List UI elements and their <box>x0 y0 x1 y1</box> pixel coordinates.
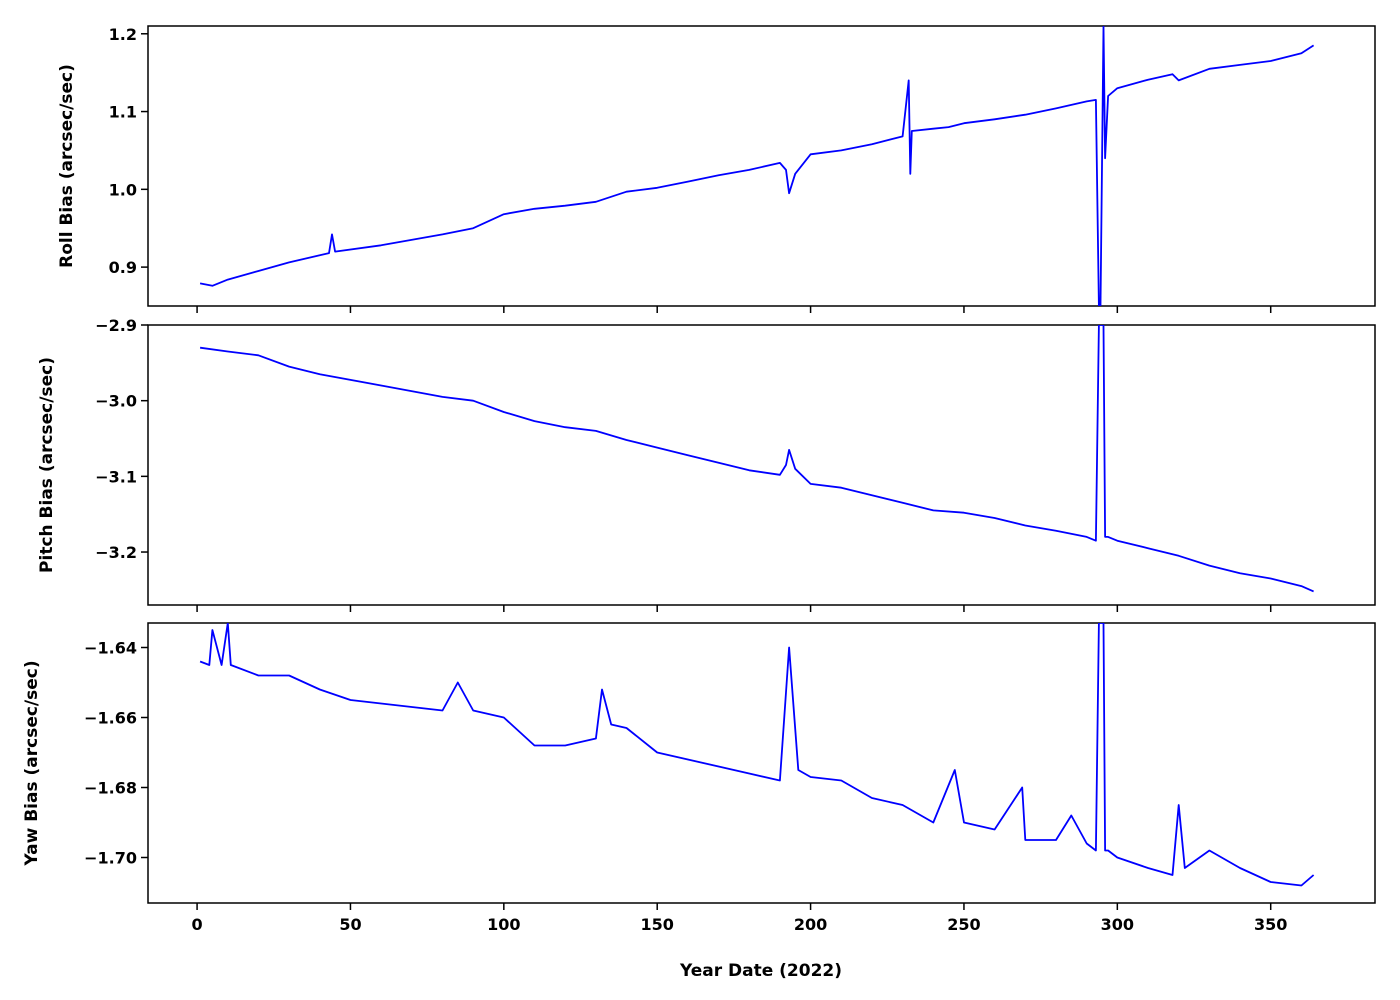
pitch-bias-x-ticks <box>196 605 1272 612</box>
x-tick-label: 150 <box>641 915 674 934</box>
pitch-bias-series-line <box>199 325 1314 593</box>
roll-bias-y-tick-label: 1.2 <box>109 25 137 44</box>
yaw-bias-y-axis-label: Yaw Bias (arcsec/sec) <box>22 660 42 866</box>
roll-bias-y-tick-label: 0.9 <box>109 258 137 277</box>
yaw-bias-series-line <box>199 623 1315 887</box>
roll-bias-x-ticks <box>196 306 1272 313</box>
x-tick-label: 50 <box>339 915 361 934</box>
roll-bias-panel: Roll Bias (arcsec/sec) 0.9 1.0 1.1 1.2 <box>57 25 1376 313</box>
yaw-bias-plot-frame <box>147 622 1376 904</box>
x-axis-label: Year Date (2022) <box>679 961 842 981</box>
pitch-bias-y-tick-label: −3.1 <box>95 467 137 486</box>
roll-bias-y-ticks: 0.9 1.0 1.1 1.2 <box>109 25 148 277</box>
yaw-bias-y-tick-label: −1.68 <box>84 779 137 798</box>
roll-bias-y-tick-label: 1.1 <box>109 103 137 122</box>
pitch-bias-y-tick-label: −3.0 <box>95 392 137 411</box>
x-tick-label: 300 <box>1101 915 1134 934</box>
roll-bias-y-axis-label: Roll Bias (arcsec/sec) <box>57 64 77 268</box>
x-tick-label: 0 <box>192 915 203 934</box>
yaw-bias-panel: Yaw Bias (arcsec/sec) 0 50 100 150 200 250 300… <box>22 622 1376 981</box>
x-tick-label: 350 <box>1254 915 1287 934</box>
pitch-bias-y-tick-label: −3.2 <box>95 543 137 562</box>
pitch-bias-panel: Pitch Bias (arcsec/sec) −3.2 −3.1 −3.0 −2.9 <box>37 316 1376 612</box>
yaw-bias-y-ticks: −1.70 −1.68 −1.66 −1.64 <box>84 639 148 868</box>
yaw-bias-x-ticks: 0 50 100 150 200 250 300 350 <box>192 903 1287 934</box>
yaw-bias-y-tick-label: −1.66 <box>84 709 137 728</box>
pitch-bias-y-ticks: −3.2 −3.1 −3.0 −2.9 <box>95 316 148 562</box>
x-tick-label: 100 <box>487 915 520 934</box>
yaw-bias-y-tick-label: −1.70 <box>84 849 137 868</box>
roll-bias-y-tick-label: 1.0 <box>109 180 137 199</box>
roll-bias-plot-frame <box>147 25 1376 307</box>
pitch-bias-y-axis-label: Pitch Bias (arcsec/sec) <box>37 357 57 573</box>
pitch-bias-y-tick-label: −2.9 <box>95 316 137 335</box>
yaw-bias-y-tick-label: −1.64 <box>84 639 137 658</box>
x-tick-label: 250 <box>947 915 980 934</box>
pitch-bias-plot-frame <box>147 324 1376 606</box>
roll-bias-series-line <box>199 26 1315 306</box>
x-tick-label: 200 <box>794 915 827 934</box>
